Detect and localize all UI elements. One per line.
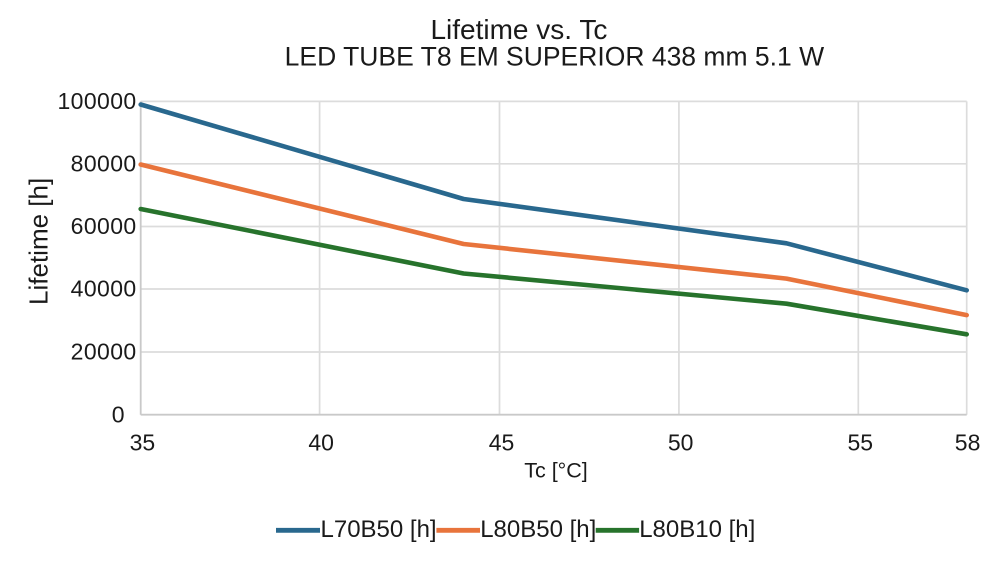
svg-text:45: 45 (489, 429, 515, 455)
svg-text:L80B10 [h]: L80B10 [h] (639, 516, 755, 543)
svg-text:Lifetime vs. Tc: Lifetime vs. Tc (430, 14, 607, 45)
svg-text:LED TUBE T8 EM SUPERIOR 438 mm: LED TUBE T8 EM SUPERIOR 438 mm 5.1 W (285, 41, 824, 71)
svg-text:100000: 100000 (57, 88, 136, 114)
svg-text:L80B50 [h]: L80B50 [h] (480, 516, 596, 543)
svg-text:80000: 80000 (71, 151, 137, 177)
svg-text:0: 0 (112, 401, 125, 427)
svg-text:60000: 60000 (71, 213, 137, 239)
svg-text:58: 58 (955, 429, 981, 455)
svg-text:40000: 40000 (71, 276, 137, 302)
svg-text:20000: 20000 (71, 339, 137, 365)
svg-text:35: 35 (130, 429, 156, 455)
svg-text:Tc [°C]: Tc [°C] (524, 459, 588, 483)
svg-text:L70B50 [h]: L70B50 [h] (321, 516, 437, 543)
svg-text:Lifetime [h]: Lifetime [h] (24, 178, 54, 305)
svg-text:40: 40 (308, 429, 334, 455)
svg-text:55: 55 (848, 429, 874, 455)
svg-text:50: 50 (668, 429, 694, 455)
